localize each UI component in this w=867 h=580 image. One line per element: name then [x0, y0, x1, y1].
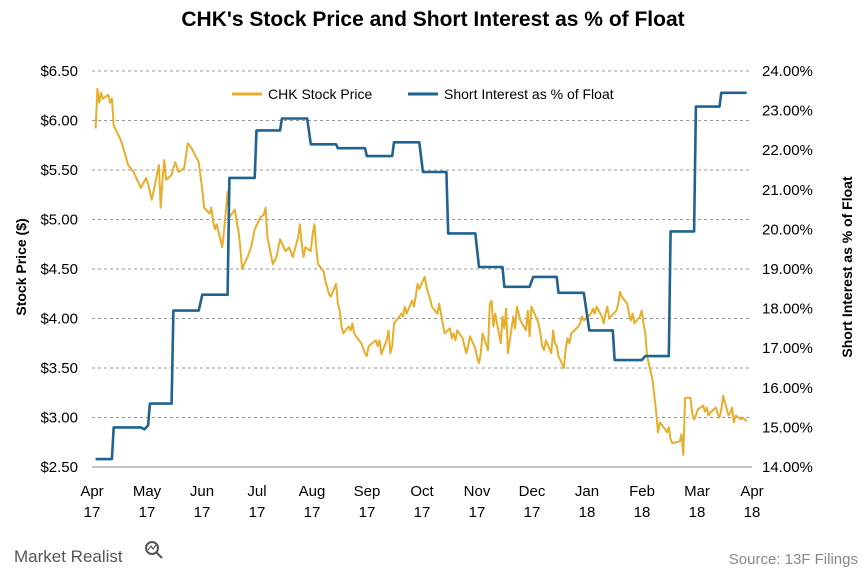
- legend-label-short-interest: Short Interest as % of Float: [444, 86, 614, 102]
- x-tick-year: 17: [194, 504, 211, 521]
- y-tick-label-right: 24.00%: [762, 63, 813, 80]
- y-tick-label-right: 16.00%: [762, 380, 813, 397]
- market-realist-logo: Market Realist: [14, 541, 163, 566]
- y-tick-label-right: 21.00%: [762, 182, 813, 199]
- magnifier-icon: [145, 541, 163, 559]
- y-tick-label-right: 15.00%: [762, 419, 813, 436]
- x-tick-year: 17: [139, 504, 156, 521]
- source-text: Source: 13F Filings: [729, 551, 858, 568]
- series-layer: [94, 87, 748, 461]
- x-tick-month: Apr: [740, 483, 763, 500]
- x-tick-month: Apr: [80, 483, 103, 500]
- x-tick-year: 17: [304, 504, 321, 521]
- y-tick-label-left: $4.50: [40, 261, 78, 278]
- x-tick-month: Oct: [410, 483, 434, 500]
- x-tick-month: Jan: [575, 483, 599, 500]
- x-tick-year: 17: [249, 504, 266, 521]
- x-tick-month: Mar: [684, 483, 710, 500]
- x-axis-ticks: Apr 17 May 17 Jun 17 Jul 17 Aug 17 Sep 17 Oct 17 Nov 17…: [80, 483, 763, 521]
- y-tick-label-left: $3.00: [40, 410, 78, 427]
- y-tick-label-left: $4.00: [40, 311, 78, 328]
- x-tick-month: Jun: [190, 483, 214, 500]
- x-tick-year: 18: [744, 504, 761, 521]
- x-tick-month: Sep: [354, 483, 381, 500]
- x-tick-year: 17: [359, 504, 376, 521]
- x-tick-year: 17: [414, 504, 431, 521]
- y-tick-label-right: 22.00%: [762, 142, 813, 159]
- y-tick-label-right: 19.00%: [762, 261, 813, 278]
- x-tick-year: 17: [84, 504, 101, 521]
- legend: CHK Stock Price Short Interest as % of F…: [232, 86, 614, 102]
- x-tick-year: 17: [469, 504, 486, 521]
- x-tick-year: 17: [524, 504, 541, 521]
- legend-label-stock-price: CHK Stock Price: [268, 86, 372, 102]
- y-tick-label-left: $5.50: [40, 162, 78, 179]
- x-tick-year: 18: [634, 504, 651, 521]
- x-tick-month: May: [133, 483, 162, 500]
- y-tick-label-right: 18.00%: [762, 301, 813, 318]
- y-tick-label-left: $5.00: [40, 212, 78, 229]
- gridlines: [92, 70, 752, 418]
- y-tick-label-left: $2.50: [40, 459, 78, 476]
- y-tick-label-right: 14.00%: [762, 459, 813, 476]
- y-tick-label-right: 17.00%: [762, 340, 813, 357]
- y-tick-label-left: $3.50: [40, 360, 78, 377]
- x-tick-year: 18: [579, 504, 596, 521]
- x-tick-month: Aug: [299, 483, 326, 500]
- x-tick-month: Nov: [464, 483, 491, 500]
- x-tick-month: Feb: [629, 483, 655, 500]
- y-tick-label-right: 20.00%: [762, 221, 813, 238]
- series-line-short-interest: [95, 91, 747, 461]
- right-axis-ticks: 14.00% 15.00% 16.00% 17.00% 18.00% 19.00% 20.0…: [762, 63, 813, 476]
- x-tick-month: Jul: [247, 483, 266, 500]
- x-tick-month: Dec: [519, 483, 546, 500]
- y-tick-label-left: $6.00: [40, 113, 78, 130]
- x-tick-year: 18: [689, 504, 706, 521]
- left-axis-ticks: $2.50 $3.00 $3.50 $4.00 $4.50 $5.00 $5.50 $6.00…: [40, 63, 78, 476]
- right-axis-title: Short Interest as % of Float: [839, 176, 855, 358]
- y-tick-label-right: 23.00%: [762, 103, 813, 120]
- series-line-stock-price: [94, 87, 748, 457]
- brand-text: Market Realist: [14, 547, 123, 566]
- y-tick-label-left: $6.50: [40, 63, 78, 80]
- chart-title: CHK's Stock Price and Short Interest as …: [181, 8, 684, 31]
- left-axis-title: Stock Price ($): [13, 218, 29, 315]
